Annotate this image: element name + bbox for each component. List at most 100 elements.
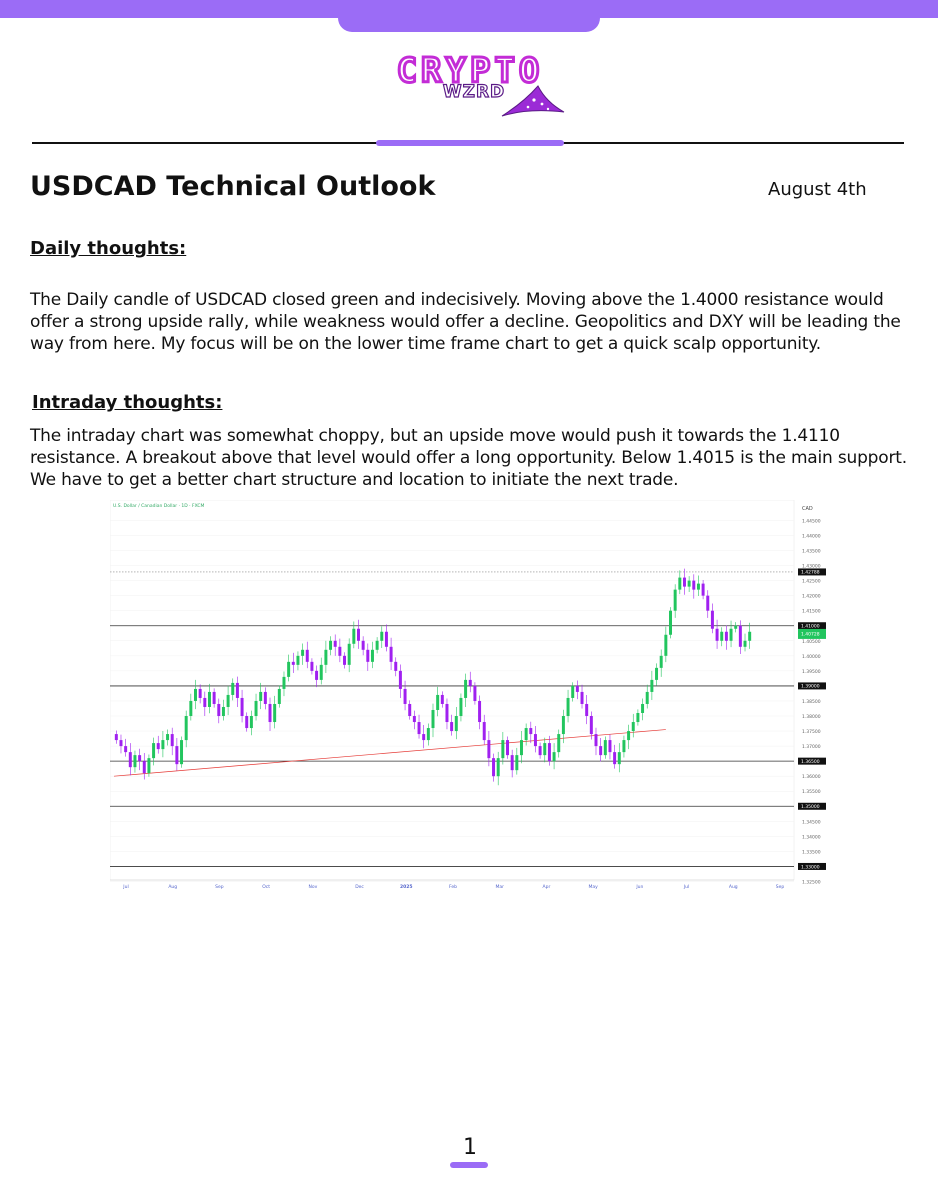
chart-y-tick-label: 1.41500 xyxy=(802,609,821,615)
chart-candle-body xyxy=(426,728,430,741)
chart-candle-body xyxy=(557,734,561,753)
chart-candle-body xyxy=(622,740,626,753)
chart-candle-body xyxy=(245,716,249,729)
chart-candle-body xyxy=(138,755,142,762)
chart-candle-body xyxy=(133,755,137,768)
chart-candle-body xyxy=(510,755,514,771)
page-title: USDCAD Technical Outlook xyxy=(30,171,436,202)
chart-candle-body xyxy=(235,682,239,698)
chart-candle-body xyxy=(315,670,319,680)
chart-candle-body xyxy=(720,631,724,641)
chart-candle-body xyxy=(180,740,184,765)
chart-candle-body xyxy=(715,628,719,641)
chart-candle-body xyxy=(319,664,323,680)
chart-candle-body xyxy=(571,685,575,698)
chart-candle-body xyxy=(543,743,547,756)
chart-y-tick-label: 1.38000 xyxy=(802,714,821,720)
chart-candle-body xyxy=(673,589,677,611)
chart-candle-body xyxy=(738,625,742,647)
chart-candle-body xyxy=(282,676,286,689)
chart-y-tick-label: 1.36000 xyxy=(802,774,821,780)
chart-candle-body xyxy=(147,758,151,774)
chart-candle-body xyxy=(203,697,207,707)
chart-x-tick-label: Jul xyxy=(122,884,128,890)
chart-candle-body xyxy=(664,634,668,656)
chart-candle-body xyxy=(696,583,700,590)
chart-candle-body xyxy=(221,706,225,717)
chart-x-tick-label: Oct xyxy=(262,884,270,890)
chart-candle-body xyxy=(669,610,672,635)
chart-candle-body xyxy=(152,743,156,759)
chart-candle-body xyxy=(310,661,314,671)
chart-candle-body xyxy=(682,577,686,587)
intraday-paragraph: The intraday chart was somewhat choppy, … xyxy=(30,426,907,490)
chart-candle-body xyxy=(212,691,216,704)
chart-candle-body xyxy=(445,703,449,723)
report-date: August 4th xyxy=(768,179,867,200)
chart-candle-body xyxy=(506,740,510,756)
chart-candle-body xyxy=(645,691,649,704)
chart-candle-body xyxy=(575,685,579,692)
chart-x-tick-label: Aug xyxy=(168,884,177,890)
chart-price-tag-label: 1.40728 xyxy=(801,631,820,637)
chart-trendline xyxy=(113,729,666,777)
chart-y-tick-label: 1.32500 xyxy=(802,880,821,886)
chart-x-tick-label: 2025 xyxy=(400,884,413,890)
chart-candle-body xyxy=(417,722,421,735)
chart-candle-body xyxy=(599,746,603,756)
chart-candle-body xyxy=(440,694,444,704)
chart-plot-area xyxy=(110,500,795,881)
chart-candle-body xyxy=(194,688,197,701)
chart-candle-body xyxy=(329,640,333,650)
chart-candle-body xyxy=(277,688,281,704)
chart-x-tick-label: Sep xyxy=(215,884,224,890)
chart-candle-body xyxy=(175,746,179,765)
chart-level-tag-label: 1.41000 xyxy=(801,624,820,630)
chart-candle-body xyxy=(524,728,528,741)
chart-candle-body xyxy=(603,740,607,756)
chart-y-tick-label: 1.34000 xyxy=(802,834,821,840)
chart-level-tag-label: 1.39000 xyxy=(801,684,820,690)
chart-candle-body xyxy=(729,628,733,641)
chart-y-tick-label: 1.43000 xyxy=(802,564,821,570)
chart-candle-body xyxy=(389,646,393,662)
top-accent-tab xyxy=(338,0,600,32)
chart-candle-body xyxy=(119,740,123,747)
chart-candle-body xyxy=(287,661,291,677)
chart-candle-body xyxy=(343,655,347,665)
chart-candle-body xyxy=(333,640,337,647)
chart-candle-body xyxy=(468,679,472,686)
chart-candle-body xyxy=(492,758,496,777)
intraday-heading: Intraday thoughts: xyxy=(32,392,223,413)
chart-level-tag xyxy=(798,682,826,690)
chart-candle-body xyxy=(263,691,267,704)
chart-candle-body xyxy=(296,655,300,665)
chart-y-tick-label: 1.44500 xyxy=(802,518,821,524)
chart-candle-body xyxy=(394,661,398,671)
chart-candle-body xyxy=(519,740,523,756)
chart-candle-body xyxy=(478,700,482,723)
chart-candle-body xyxy=(259,691,263,701)
chart-candle-body xyxy=(724,631,728,641)
chart-candle-body xyxy=(166,734,170,741)
page-number-accent xyxy=(450,1162,488,1168)
crypto-wzrd-logo: CRYPTO WZRD xyxy=(370,51,570,122)
chart-candle-body xyxy=(636,713,640,723)
chart-level-tag-label: 1.42788 xyxy=(801,570,820,576)
chart-candle-body xyxy=(366,649,370,662)
logo-subtitle: WZRD xyxy=(442,81,506,102)
chart-y-tick-label: 1.44000 xyxy=(802,533,821,539)
chart-candle-body xyxy=(487,740,491,759)
chart-candle-body xyxy=(734,625,738,629)
chart-candle-body xyxy=(436,694,440,710)
header-rule-accent xyxy=(376,140,564,146)
chart-candle-body xyxy=(412,716,416,723)
chart-candle-body xyxy=(403,688,407,704)
chart-candle-body xyxy=(482,722,486,741)
chart-candle-body xyxy=(207,691,211,707)
chart-x-tick-label: Mar xyxy=(495,884,504,890)
chart-candle-body xyxy=(338,646,342,656)
chart-candle-body xyxy=(538,746,542,756)
chart-candle-body xyxy=(305,649,309,662)
chart-y-tick-label: 1.37000 xyxy=(802,744,821,750)
